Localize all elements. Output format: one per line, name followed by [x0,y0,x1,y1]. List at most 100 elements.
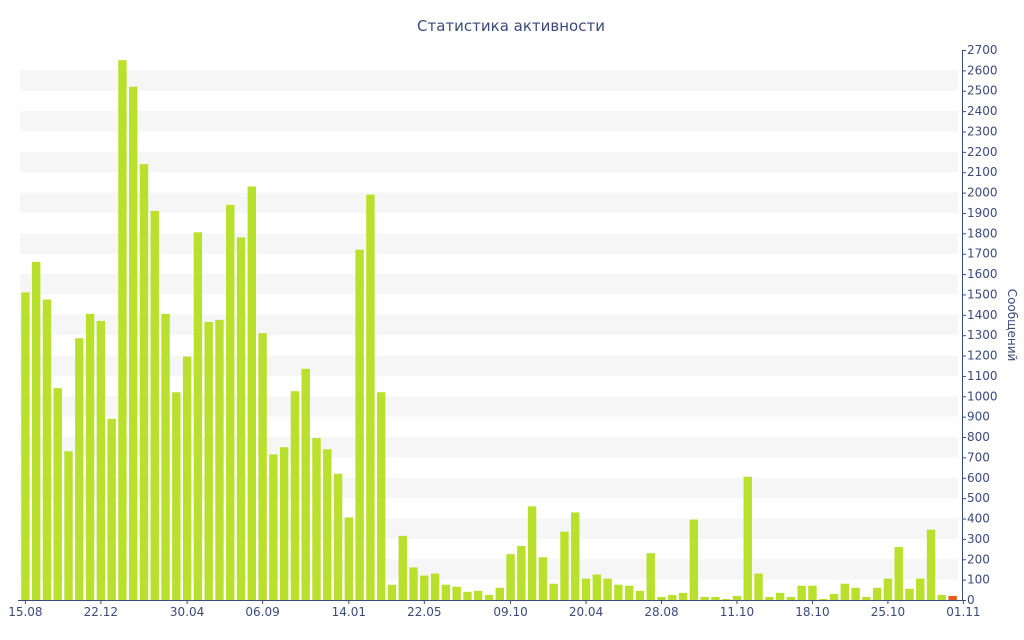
grid-band [20,559,958,580]
bar [538,557,548,600]
bar [517,546,526,600]
bar [161,313,170,600]
y-tick-label: 1300 [967,328,998,342]
y-tick-label: 1400 [967,308,998,322]
bar [333,473,343,600]
bar [829,593,839,600]
x-tick-label: 28.08 [644,605,678,619]
y-tick-label: 1500 [967,287,998,301]
bar [42,299,52,600]
bar [236,237,246,600]
x-tick-label: 11.10 [720,605,754,619]
bar [355,249,364,600]
grid-band [20,437,958,458]
bar [430,573,440,600]
y-tick-label: 100 [967,573,990,587]
bar [107,418,116,600]
bar [64,451,73,600]
y-axis-label: Сообщений [1005,289,1019,362]
y-tick-label: 2500 [967,84,998,98]
y-tick-label: 1800 [967,226,998,240]
bars [21,60,957,601]
x-tick-label: 14.01 [332,605,366,619]
x-tick-label: 01.11 [946,605,980,619]
bar [150,210,159,600]
grid-band [20,396,958,417]
x-tick-label: 22.12 [84,605,118,619]
bar [172,392,181,600]
bar [872,587,882,600]
bar [560,531,569,600]
bar [53,388,62,600]
bar [937,594,947,600]
bar [226,204,235,600]
bar [463,591,472,600]
bar [624,585,634,600]
bar [182,356,192,600]
y-tick-label: 2700 [967,43,998,57]
bar [926,529,936,600]
bar [204,321,213,600]
bar [323,449,332,600]
chart-title: Статистика активности [417,17,605,35]
bar [420,575,429,600]
grid-band [20,477,958,499]
bar [312,438,321,600]
bar [581,578,591,600]
x-tick-label: 25.10 [871,605,905,619]
bar [765,596,774,600]
y-tick-label: 2100 [967,165,998,179]
bar [290,391,300,600]
axes [18,50,963,601]
bar [614,584,623,600]
bar [840,583,849,600]
bar [732,595,742,600]
bar [851,587,860,600]
y-tick-label: 1100 [967,369,998,383]
grid-band [20,70,958,91]
bar [786,596,796,600]
grid-band [20,233,958,254]
bar [527,506,537,600]
bar [743,476,752,600]
x-tick-label: 15.08 [8,605,42,619]
bar [754,573,763,600]
grid-band [20,151,958,173]
y-tick-label: 500 [967,491,990,505]
bar [258,333,267,600]
grid-band [20,111,958,132]
y-tick-label: 600 [967,471,990,485]
bar [862,596,871,600]
bar [635,590,645,600]
bar [215,319,224,600]
bar [894,547,903,600]
y-tick-label: 1700 [967,247,998,261]
grid-band [20,518,958,539]
y-tick-label: 2600 [967,63,998,77]
bar [409,567,418,600]
bar [247,186,257,601]
bar [506,554,515,600]
bar [797,585,806,600]
grid-band [20,355,958,376]
bar [279,447,289,600]
bar [571,512,580,600]
grid-band [20,314,958,336]
y-tick-label: 400 [967,512,990,526]
y-tick-label: 800 [967,430,990,444]
bar [700,596,709,600]
bar [21,292,30,600]
bar [85,313,95,600]
bar [75,338,84,600]
bar [474,590,483,600]
x-tick-label: 30.04 [170,605,204,619]
bar [118,60,127,600]
y-tick-label: 300 [967,532,990,546]
bar [916,578,925,600]
bar [441,584,451,600]
y-tick-label: 2200 [967,145,998,159]
bar [366,194,375,600]
bar [603,578,612,600]
y-tick-label: 2000 [967,186,998,200]
